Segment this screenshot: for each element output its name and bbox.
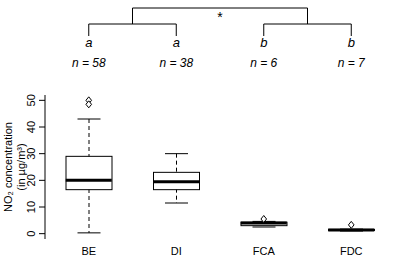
svg-text:n = 6: n = 6 (250, 56, 277, 70)
svg-text:n = 38: n = 38 (159, 56, 193, 70)
svg-text:FCA: FCA (253, 245, 276, 257)
svg-text:NO₂ concentration: NO₂ concentration (8, 122, 14, 212)
svg-text:a: a (173, 35, 180, 50)
svg-text:a: a (85, 35, 92, 50)
svg-text:50: 50 (25, 94, 37, 106)
svg-text:0: 0 (25, 231, 37, 237)
svg-text:10: 10 (25, 201, 37, 213)
svg-text:n = 7: n = 7 (338, 56, 366, 70)
svg-text:30: 30 (25, 148, 37, 160)
svg-text:*: * (217, 9, 223, 25)
svg-text:DI: DI (171, 245, 182, 257)
svg-text:20: 20 (25, 174, 37, 186)
svg-text:40: 40 (25, 121, 37, 133)
svg-text:b: b (348, 35, 355, 50)
svg-text:n = 58: n = 58 (72, 56, 106, 70)
svg-text:b: b (260, 35, 267, 50)
svg-text:FDC: FDC (340, 245, 363, 257)
svg-text:(in µg/m³): (in µg/m³) (15, 143, 27, 190)
svg-text:BE: BE (81, 245, 96, 257)
